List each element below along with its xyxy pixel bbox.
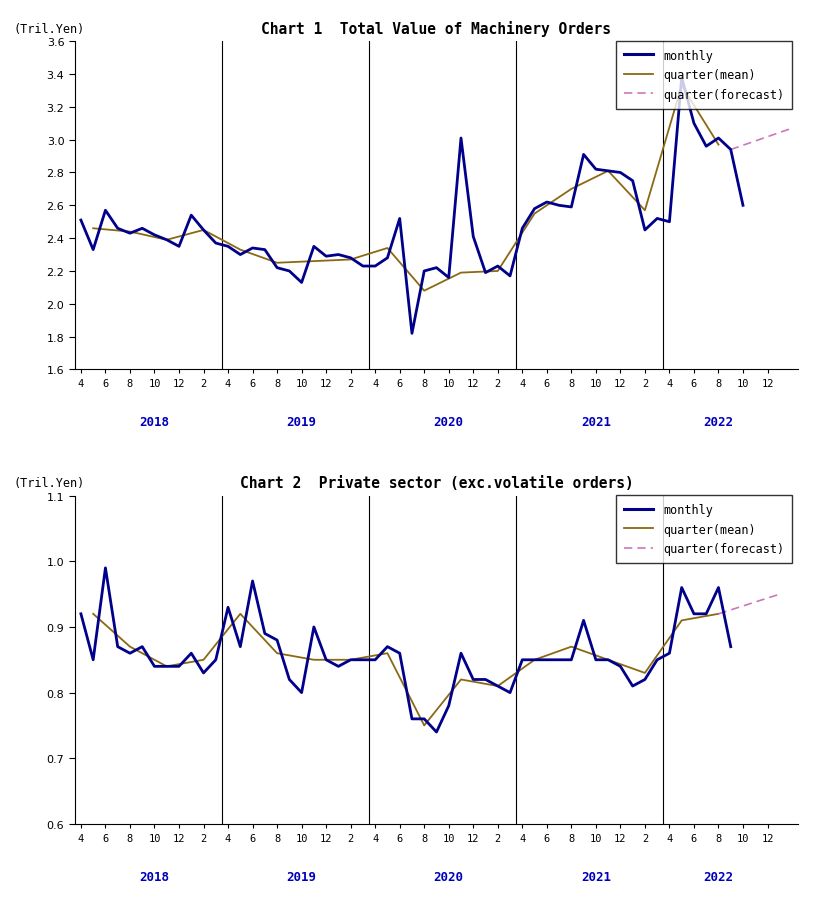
Text: 2022: 2022 (704, 870, 734, 883)
Title: Chart 1  Total Value of Machinery Orders: Chart 1 Total Value of Machinery Orders (261, 21, 612, 37)
Text: (Tril.Yen): (Tril.Yen) (13, 476, 84, 490)
Title: Chart 2  Private sector (exc.volatile orders): Chart 2 Private sector (exc.volatile ord… (240, 475, 633, 491)
Legend: monthly, quarter(mean), quarter(forecast): monthly, quarter(mean), quarter(forecast… (616, 41, 792, 110)
Legend: monthly, quarter(mean), quarter(forecast): monthly, quarter(mean), quarter(forecast… (616, 495, 792, 564)
Text: 2018: 2018 (139, 416, 170, 429)
Text: 2019: 2019 (287, 416, 317, 429)
Text: 2020: 2020 (434, 870, 464, 883)
Text: 2019: 2019 (287, 870, 317, 883)
Text: 2021: 2021 (581, 416, 611, 429)
Text: 2018: 2018 (139, 870, 170, 883)
Text: 2021: 2021 (581, 870, 611, 883)
Text: (Tril.Yen): (Tril.Yen) (13, 23, 84, 35)
Text: 2022: 2022 (704, 416, 734, 429)
Text: 2020: 2020 (434, 416, 464, 429)
